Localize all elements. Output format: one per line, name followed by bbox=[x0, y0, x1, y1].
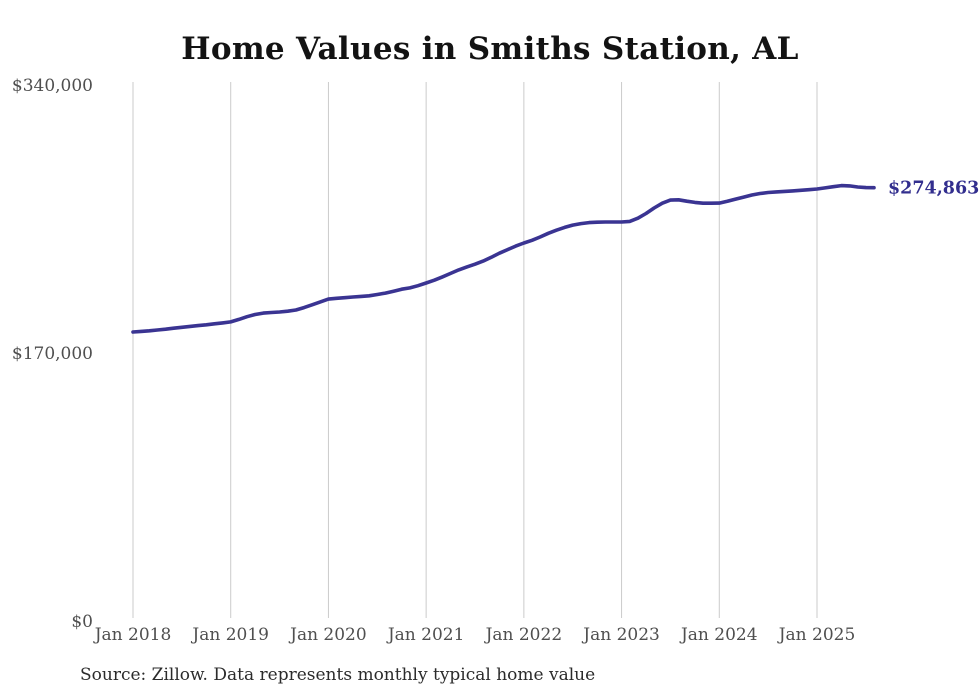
x-axis-tick-label: Jan 2019 bbox=[190, 625, 269, 645]
x-axis-tick-labels-group: Jan 2018 Jan 2019 Jan 2020 Jan 2021 Jan 2022… bbox=[93, 625, 856, 645]
y-axis-tick-label: $340,000 bbox=[12, 76, 93, 96]
x-axis-tick-label: Jan 2023 bbox=[581, 625, 660, 645]
x-axis-tick-label: Jan 2025 bbox=[777, 625, 856, 645]
home-value-line bbox=[131, 183, 876, 334]
y-axis-tick-label: $0 bbox=[71, 612, 93, 632]
x-axis-tick-label: Jan 2024 bbox=[679, 625, 758, 645]
chart-title: Home Values in Smiths Station, AL bbox=[181, 31, 799, 67]
y-axis-tick-label: $170,000 bbox=[12, 344, 93, 364]
x-axis-tick-label: Jan 2018 bbox=[93, 625, 172, 645]
x-axis-tick-label: Jan 2020 bbox=[288, 625, 367, 645]
y-axis-tick-labels-group: $0 $170,000 $340,000 bbox=[12, 76, 93, 632]
end-value-label: $274,863 bbox=[888, 179, 979, 199]
x-axis-tick-label: Jan 2021 bbox=[386, 625, 465, 645]
source-note: Source: Zillow. Data represents monthly … bbox=[80, 665, 596, 685]
x-axis-tick-label: Jan 2022 bbox=[484, 625, 563, 645]
year-gridlines-group bbox=[132, 82, 818, 618]
